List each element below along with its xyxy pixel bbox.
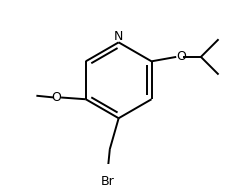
Text: O: O [51,91,61,104]
Text: Br: Br [100,175,114,186]
Text: N: N [114,30,123,43]
Text: O: O [177,50,186,63]
